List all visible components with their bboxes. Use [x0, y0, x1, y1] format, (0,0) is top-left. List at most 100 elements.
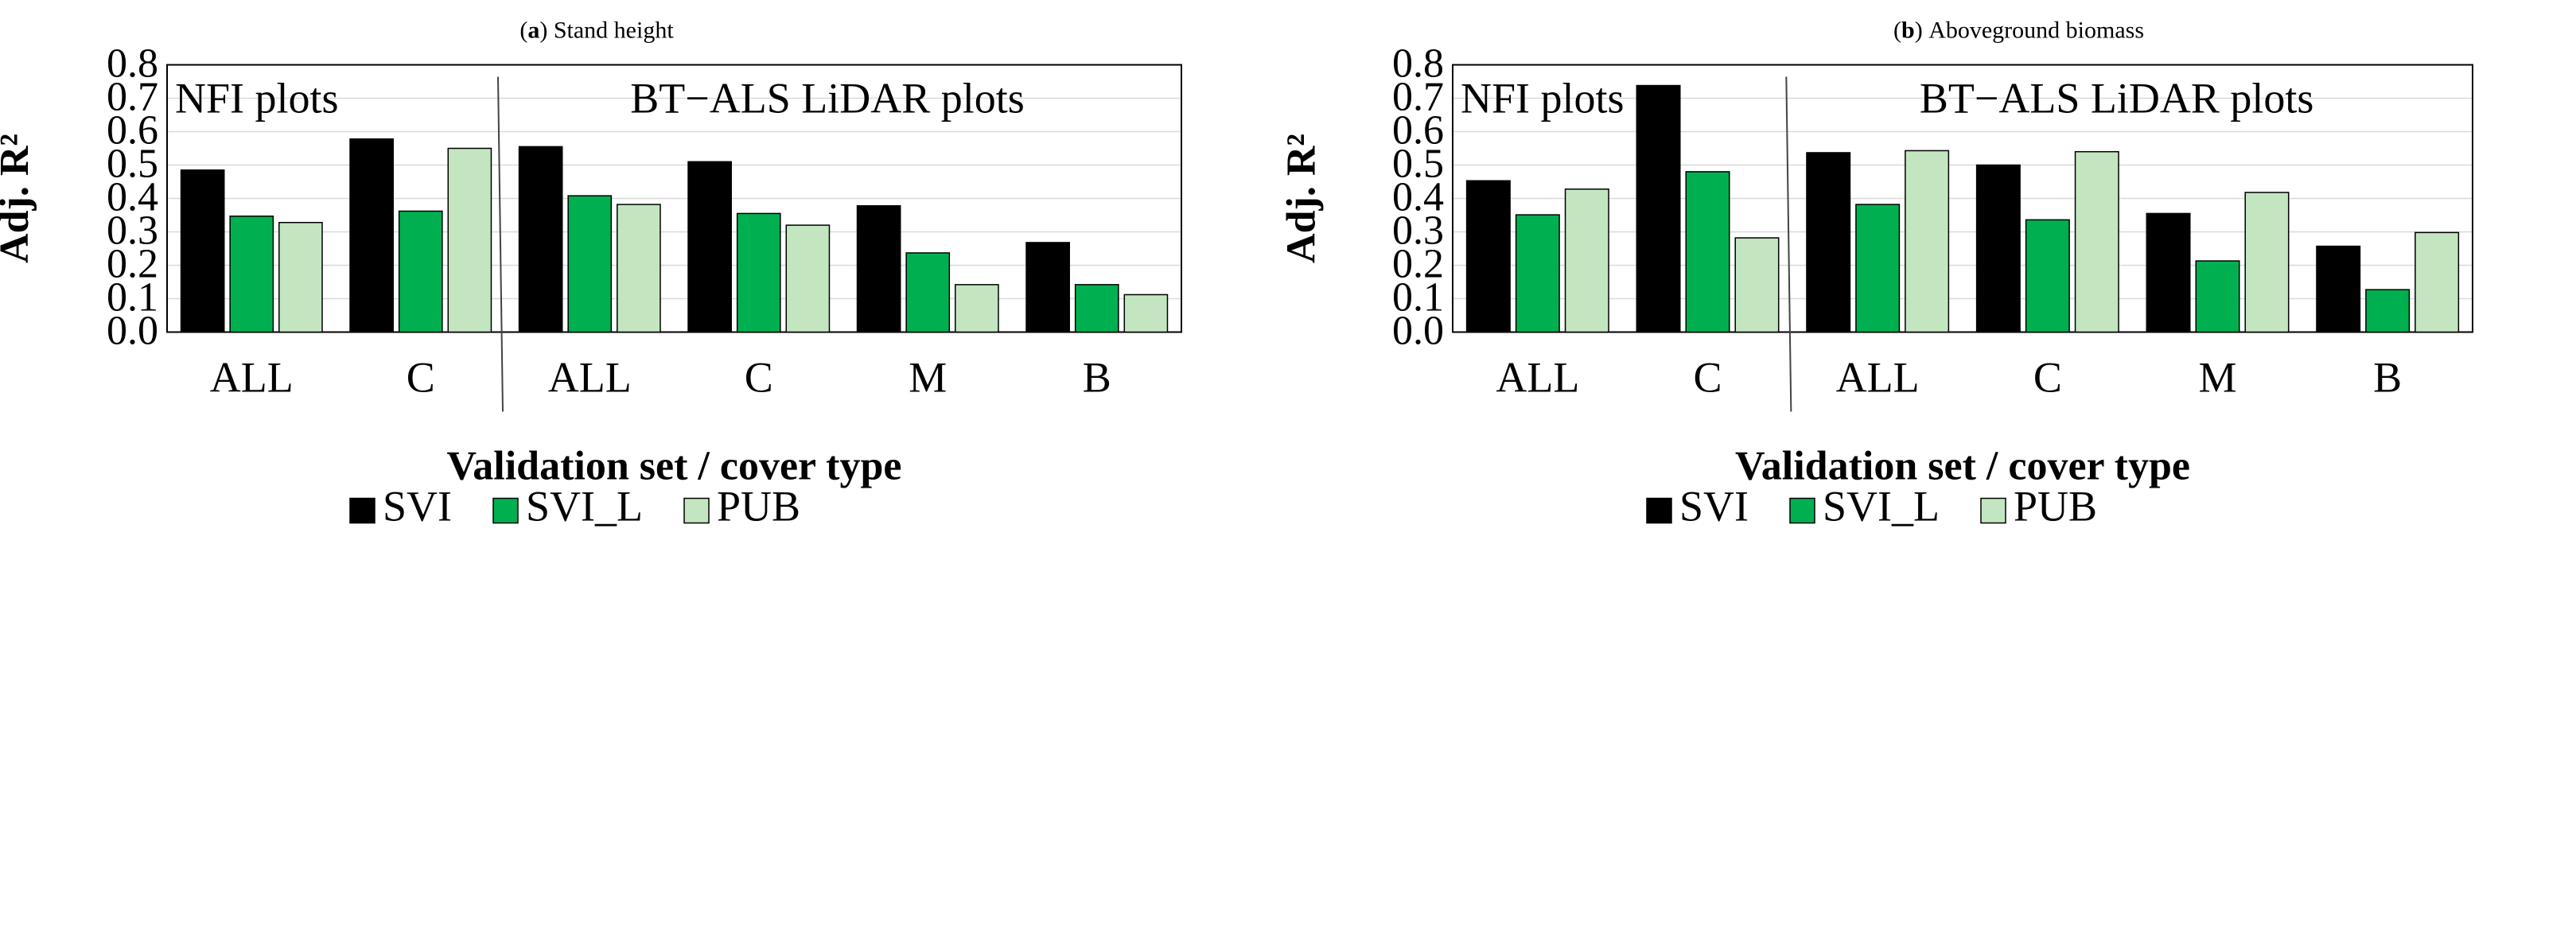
y-tick-label: 0.4 [107, 175, 158, 220]
region-divider [1785, 76, 1792, 412]
y-axis-title: Adj. R² [0, 134, 37, 263]
y-tick-label: 0.3 [1392, 208, 1444, 254]
category-label: ALL [210, 354, 294, 402]
chart-title: (a) Stand height [519, 17, 674, 44]
title-text: Aboveground biomass [1928, 17, 2144, 44]
legend-label: PUB [717, 483, 800, 531]
category-label: B [2373, 354, 2402, 402]
y-tick-label: 0.7 [1392, 75, 1444, 120]
region-divider [497, 76, 504, 412]
y-tick-label: 0.6 [107, 108, 158, 154]
bar-svi [1636, 84, 1681, 333]
y-tick-label: 0.3 [107, 208, 158, 254]
bar-svi-l [905, 252, 951, 333]
bar-svi-l [398, 210, 443, 333]
bar-pub [2415, 231, 2460, 333]
bar-pub [1123, 294, 1169, 333]
bar-svi-l [1515, 214, 1560, 333]
legend-swatch-svi-l [1789, 497, 1815, 524]
chart-stand-height: (a) Stand height 0.00.10.20.30.40.50.60.7… [0, 17, 1182, 531]
plot-frame [1452, 64, 2473, 333]
category-label: C [1693, 354, 1722, 402]
bar-svi-l [2025, 219, 2070, 333]
category-label: ALL [548, 354, 632, 402]
title-letter: b [1901, 17, 1915, 44]
bar-svi-l [567, 195, 613, 333]
bar-svi [1025, 242, 1070, 333]
legend-label: SVI_L [1823, 483, 1940, 531]
legend-label: PUB [2014, 483, 2097, 531]
bar-svi-l [229, 216, 274, 333]
category-label: C [407, 354, 435, 402]
category-label: M [909, 354, 947, 402]
legend-label: SVI_L [526, 483, 643, 531]
bar-svi [518, 146, 563, 333]
category-label: C [2033, 354, 2062, 402]
category-label: B [1083, 354, 1111, 402]
legend-swatch-pub [683, 497, 710, 524]
region-label-btals: BT−ALS LiDAR plots [630, 75, 1025, 122]
bar-svi [687, 161, 732, 333]
bar-pub [1564, 188, 1609, 333]
category-label: ALL [1496, 354, 1579, 402]
chart-aboveground-biomass: (b) Aboveground biomass0.00.10.20.30.40.… [1279, 17, 2473, 531]
bar-pub [278, 221, 323, 333]
x-axis-title: Validation set / cover type [1735, 444, 2190, 489]
bar-svi [2316, 245, 2361, 333]
bar-pub [785, 224, 831, 333]
y-tick-label: 0.7 [107, 75, 158, 120]
region-label-btals: BT−ALS LiDAR plots [1920, 75, 2314, 122]
legend-swatch-svi [1646, 497, 1672, 524]
bar-svi [1465, 180, 1511, 333]
legend-swatch-pub [1980, 497, 2006, 524]
legend-swatch-svi [349, 497, 376, 524]
bar-svi [856, 204, 901, 333]
bar-pub [447, 147, 492, 333]
bar-svi-l [736, 212, 781, 333]
bar-pub [1905, 150, 1950, 333]
y-tick-label: 0.2 [107, 242, 158, 287]
bar-svi-l [1074, 284, 1119, 333]
x-axis-title: Validation set / cover type [447, 444, 902, 489]
legend-swatch-svi-l [492, 497, 519, 524]
y-tick-label: 0.4 [1392, 175, 1444, 220]
bar-svi [349, 138, 394, 333]
bar-pub [617, 204, 661, 333]
bar-svi-l [2195, 260, 2240, 333]
bar-svi-l [2365, 289, 2411, 333]
bar-svi-l [1855, 204, 1901, 333]
region-label-nfi: NFI plots [1461, 75, 1625, 122]
category-label: ALL [1836, 354, 1920, 402]
y-tick-label: 0.0 [107, 309, 158, 354]
y-tick-label: 0.8 [1392, 41, 1444, 87]
legend-label: SVI [383, 483, 452, 531]
bar-pub [2074, 150, 2119, 333]
category-label: M [2198, 354, 2236, 402]
y-tick-label: 0.8 [107, 41, 158, 87]
chart-title: (b) Aboveground biomass [1893, 17, 2144, 44]
region-label-nfi: NFI plots [175, 75, 339, 122]
category-label: C [745, 354, 773, 402]
legend-label: SVI [1679, 483, 1749, 531]
bar-pub [2244, 192, 2290, 333]
bar-svi [180, 169, 225, 333]
bar-svi [1806, 152, 1851, 333]
chart-root: (a) Stand height0.00.10.20.30.40.50.60.7… [0, 17, 2473, 531]
title-text: Stand height [554, 17, 674, 44]
y-tick-label: 0.5 [1392, 142, 1444, 187]
y-axis-title: Adj. R² [1279, 134, 1325, 263]
plot-frame [166, 64, 1182, 333]
y-tick-label: 0.2 [1392, 242, 1444, 287]
y-tick-label: 0.6 [1392, 108, 1444, 154]
bar-svi-l [1685, 171, 1730, 333]
y-tick-label: 0.1 [107, 275, 158, 321]
y-tick-label: 0.0 [1392, 309, 1444, 354]
bar-pub [955, 284, 999, 333]
title-letter: a [527, 17, 539, 44]
y-tick-label: 0.1 [1392, 275, 1444, 321]
bar-svi [2146, 212, 2191, 333]
bar-pub [1734, 237, 1780, 333]
y-tick-label: 0.5 [107, 142, 158, 187]
bar-svi [1975, 164, 2021, 333]
